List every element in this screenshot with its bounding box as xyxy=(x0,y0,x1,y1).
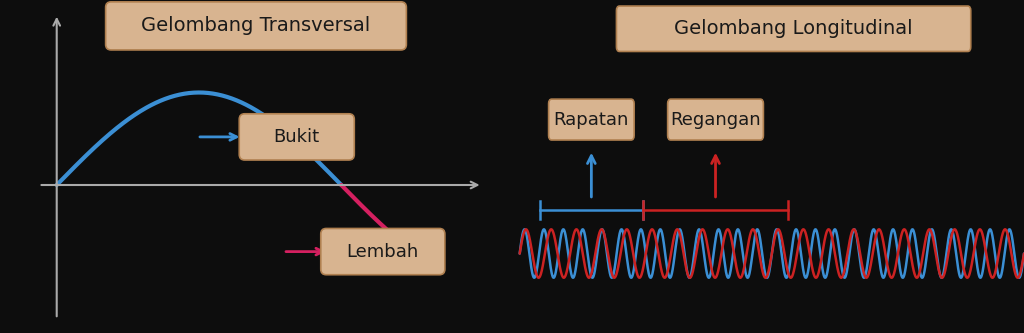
FancyBboxPatch shape xyxy=(240,114,354,160)
Text: Lembah: Lembah xyxy=(347,243,419,261)
Text: Gelombang Transversal: Gelombang Transversal xyxy=(141,16,371,35)
Text: Regangan: Regangan xyxy=(670,111,761,129)
FancyBboxPatch shape xyxy=(321,228,444,275)
Text: Rapatan: Rapatan xyxy=(554,111,629,129)
FancyBboxPatch shape xyxy=(549,99,634,140)
FancyBboxPatch shape xyxy=(105,2,407,50)
FancyBboxPatch shape xyxy=(668,99,764,140)
FancyBboxPatch shape xyxy=(616,6,971,52)
Text: Bukit: Bukit xyxy=(273,128,319,146)
Text: Gelombang Longitudinal: Gelombang Longitudinal xyxy=(674,19,913,38)
